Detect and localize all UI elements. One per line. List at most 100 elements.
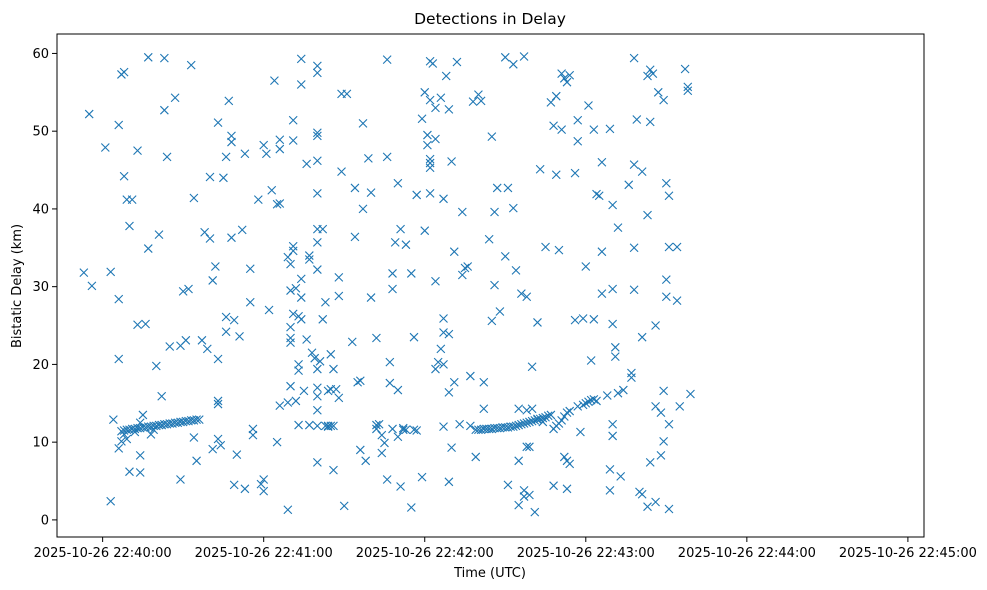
data-point — [656, 450, 666, 460]
data-point — [240, 149, 250, 159]
data-point — [312, 405, 322, 415]
data-point — [439, 314, 448, 323]
data-point — [377, 430, 387, 440]
data-point — [661, 275, 671, 285]
data-point — [227, 233, 236, 243]
data-point — [527, 362, 537, 372]
data-point — [562, 408, 572, 417]
data-point — [157, 391, 167, 401]
data-point — [420, 226, 430, 236]
data-point — [436, 344, 446, 354]
data-point — [355, 445, 365, 455]
data-point — [431, 364, 440, 374]
data-point — [119, 429, 129, 439]
data-point — [570, 315, 580, 325]
data-point — [151, 361, 161, 371]
data-point — [444, 329, 454, 339]
data-point — [192, 456, 201, 466]
data-point — [533, 318, 542, 327]
data-point — [372, 420, 381, 430]
data-point — [312, 364, 322, 374]
data-point — [543, 411, 553, 421]
data-point — [436, 93, 446, 103]
data-point — [629, 243, 639, 253]
data-point — [181, 335, 191, 345]
data-point — [592, 396, 601, 406]
data-point — [490, 207, 499, 217]
data-point — [589, 125, 599, 135]
data-point — [312, 421, 322, 431]
data-point — [409, 425, 419, 435]
data-point — [420, 87, 430, 97]
data-point — [304, 251, 314, 260]
data-point — [613, 388, 623, 398]
data-point — [363, 154, 373, 163]
data-point — [457, 207, 467, 217]
data-point — [546, 410, 556, 420]
data-point — [272, 199, 282, 209]
data-point — [248, 430, 258, 440]
data-point — [296, 54, 306, 64]
data-point — [245, 264, 255, 274]
data-point — [377, 448, 387, 458]
data-point — [519, 492, 529, 501]
data-point — [648, 69, 658, 79]
data-point — [581, 262, 591, 271]
data-point — [334, 272, 344, 282]
data-point — [372, 424, 381, 434]
data-point — [479, 377, 489, 387]
data-point — [334, 393, 344, 403]
data-point — [653, 87, 663, 97]
data-point — [170, 93, 180, 103]
data-point — [549, 481, 558, 491]
data-point — [664, 504, 674, 514]
data-point — [165, 342, 175, 351]
data-point — [286, 333, 295, 343]
data-point — [114, 443, 124, 453]
data-point — [597, 289, 607, 299]
data-point — [229, 315, 239, 325]
data-point — [294, 420, 303, 430]
data-point — [511, 265, 521, 275]
data-point — [205, 234, 215, 243]
data-point — [452, 57, 462, 67]
data-point — [538, 417, 548, 427]
data-point — [216, 440, 226, 450]
x-axis: 2025-10-26 22:40:00 2025-10-26 22:41:00 20… — [34, 537, 977, 561]
data-point — [296, 293, 306, 302]
data-point — [562, 484, 572, 494]
plot-frame — [56, 33, 925, 538]
data-point — [291, 396, 301, 406]
data-point — [508, 422, 518, 431]
data-point — [288, 115, 298, 125]
data-point — [114, 120, 124, 130]
data-point — [632, 115, 642, 124]
data-point — [449, 247, 459, 257]
data-point — [329, 364, 338, 374]
data-point — [664, 419, 674, 429]
data-point — [329, 421, 338, 431]
data-point — [224, 96, 234, 106]
data-point — [672, 242, 682, 252]
data-point — [122, 434, 132, 444]
data-point — [388, 284, 397, 294]
data-point — [573, 402, 583, 411]
data-point — [232, 450, 242, 459]
data-point — [637, 489, 647, 499]
data-point — [672, 296, 682, 306]
data-point — [382, 475, 392, 484]
data-point — [525, 490, 534, 500]
data-point — [656, 408, 666, 417]
data-point — [213, 396, 223, 406]
data-point — [460, 263, 470, 273]
data-point — [549, 121, 558, 131]
data-point — [135, 418, 145, 428]
data-point — [629, 160, 639, 169]
data-point — [444, 105, 454, 114]
data-point — [565, 70, 575, 80]
data-point — [627, 373, 636, 383]
data-point — [315, 356, 325, 366]
data-point — [476, 96, 486, 106]
data-point — [312, 128, 322, 138]
